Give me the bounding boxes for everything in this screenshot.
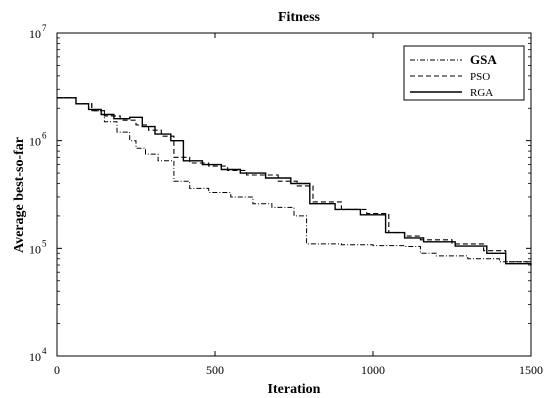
x-tick-label: 1000 xyxy=(361,363,385,377)
x-tick-label: 500 xyxy=(206,363,224,377)
y-tick-label: 10 xyxy=(29,242,41,256)
series-line-pso xyxy=(57,97,532,265)
y-tick-exponent: 6 xyxy=(42,131,47,141)
y-tick-exponent: 5 xyxy=(42,238,47,248)
plot-frame xyxy=(56,32,532,357)
legend-box xyxy=(403,45,525,101)
series-layer xyxy=(57,97,532,265)
legend-label-rga: RGA xyxy=(470,87,493,99)
y-tick-exponent: 4 xyxy=(42,346,47,356)
y-axis-label: Average best-so-far xyxy=(12,137,27,253)
series-line-gsa xyxy=(57,97,532,265)
y-tick-label: 10 xyxy=(29,27,41,41)
y-tick-label: 10 xyxy=(29,350,41,364)
legend-label-pso: PSO xyxy=(470,71,490,83)
plot-area xyxy=(56,32,532,357)
legend-label-gsa: GSA xyxy=(470,52,497,67)
x-tick-label: 0 xyxy=(54,363,60,377)
series-line-rga xyxy=(57,97,532,265)
chart-title: Fitness xyxy=(278,10,321,25)
y-tick-exponent: 7 xyxy=(42,23,47,33)
y-tick-label: 10 xyxy=(29,135,41,149)
x-tick-label: 1500 xyxy=(519,363,543,377)
x-axis-label: Iteration xyxy=(268,382,321,397)
legend: GSA PSO RGA xyxy=(403,45,525,101)
